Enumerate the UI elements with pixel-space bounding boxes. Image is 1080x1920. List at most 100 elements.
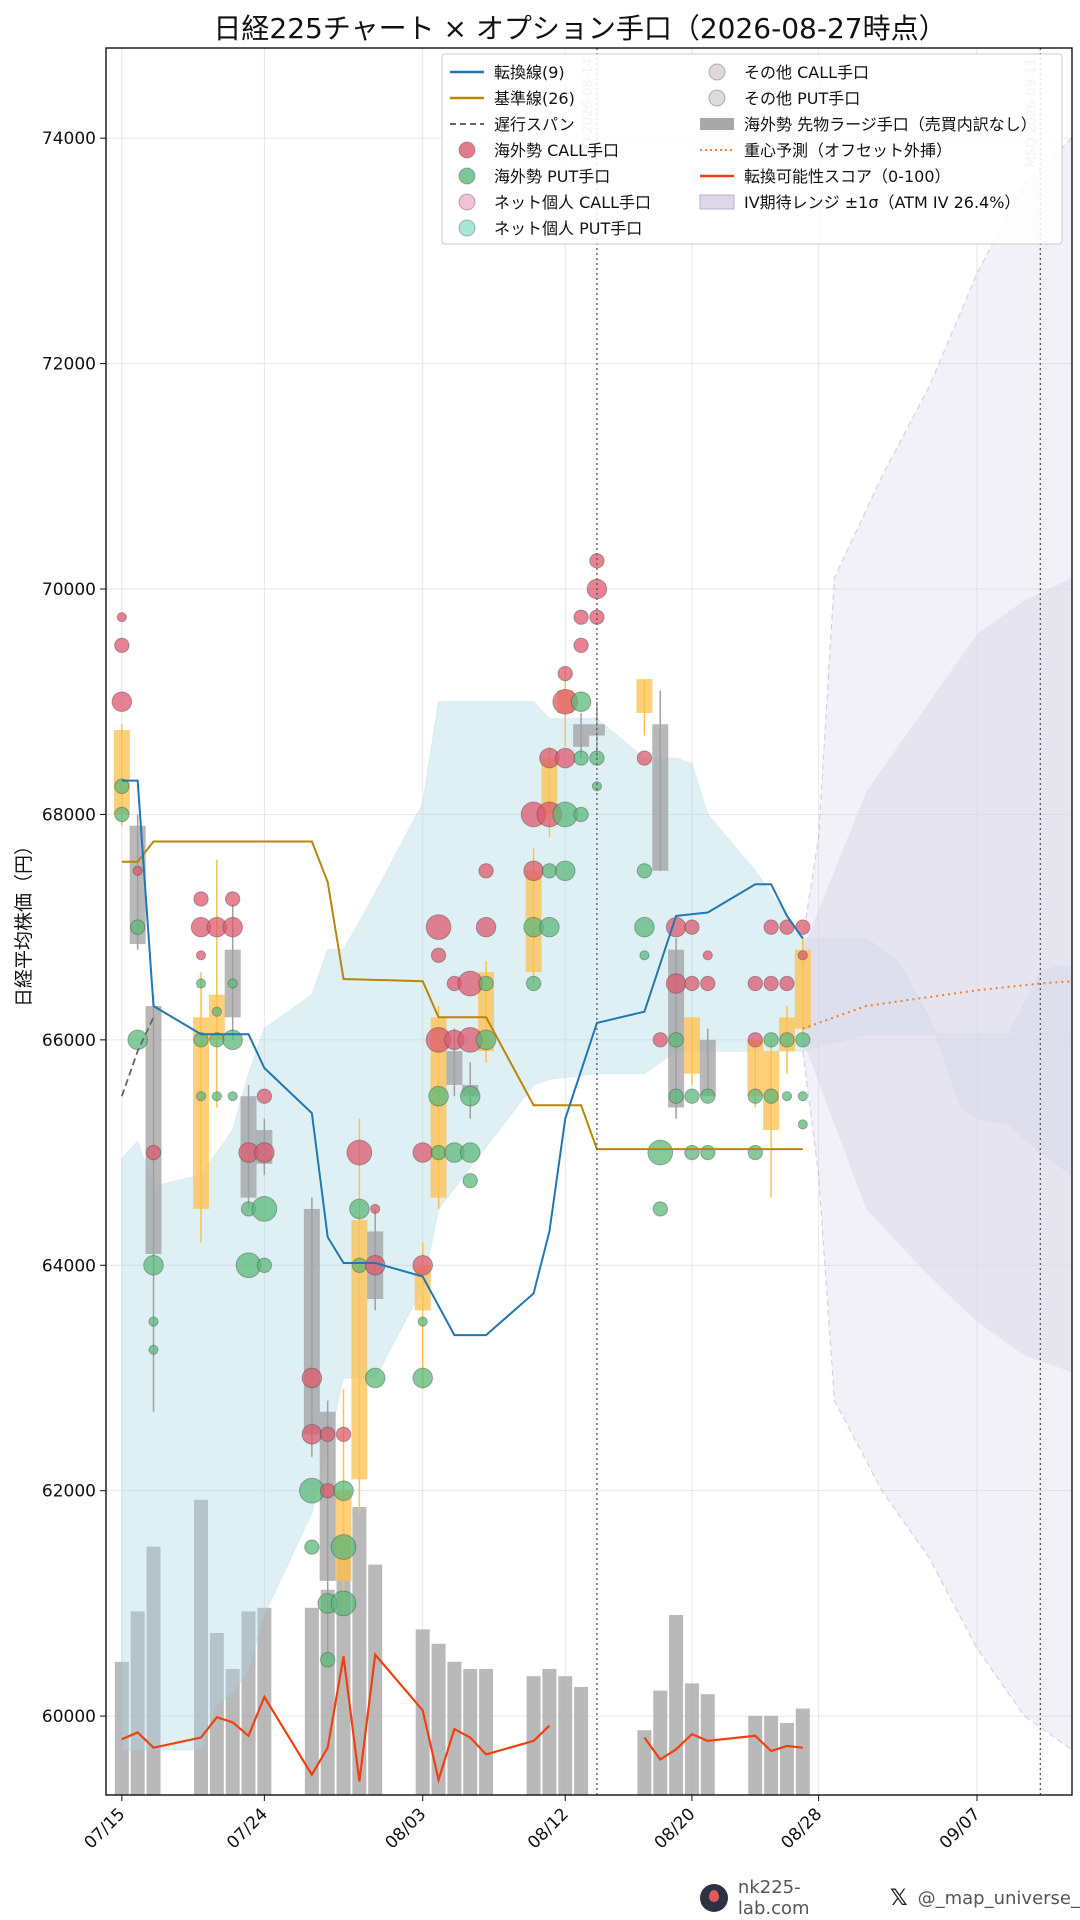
iv-band-inner [802, 577, 1072, 1373]
option-trade-put [459, 1142, 481, 1163]
option-trade-put [143, 1254, 164, 1276]
option-trade-call [114, 637, 130, 654]
candle-body [208, 994, 225, 1040]
legend-label: 転換線(9) [494, 63, 565, 82]
legend-label: 重心予測（オフセット外挿） [744, 141, 952, 160]
legend-swatch [708, 63, 726, 81]
option-trade-put [462, 1173, 478, 1189]
option-trade-put [428, 1085, 449, 1107]
candle-body [652, 724, 669, 871]
volume-bar [526, 1676, 541, 1795]
option-trade-put [668, 1032, 684, 1048]
option-trade-put [193, 1032, 209, 1048]
legend-entry: ネット個人 CALL手口 [458, 193, 651, 212]
option-trade-call [747, 1032, 763, 1048]
y-tick-label: 66000 [42, 1031, 96, 1051]
option-trade-call [702, 950, 713, 961]
volume-bar [209, 1633, 224, 1795]
option-trade-put [684, 1088, 700, 1104]
option-trade-put [795, 1032, 811, 1048]
volume-bar [241, 1611, 256, 1795]
volume-bar [352, 1507, 367, 1795]
option-trade-put [195, 978, 207, 989]
option-trade-put [639, 950, 650, 961]
option-trade-put [148, 1344, 159, 1355]
option-trade-call [301, 1367, 323, 1389]
option-trade-call [370, 1203, 381, 1215]
footer-site[interactable]: nk225-lab.com [737, 1877, 810, 1919]
option-trade-put [779, 1032, 795, 1048]
volume-bar [574, 1687, 589, 1795]
option-trade-call [573, 609, 589, 625]
option-trade-put [227, 978, 238, 989]
option-trade-put [573, 750, 589, 766]
option-trade-call [195, 950, 207, 961]
legend-swatch [700, 118, 734, 130]
x-tick-label: 08/20 [651, 1804, 700, 1853]
volume-bars [114, 1499, 810, 1795]
legend-label: IV期待レンジ ±1σ（ATM IV 26.4%） [744, 193, 1020, 212]
option-trade-call [779, 975, 795, 992]
option-trade-put [195, 1091, 207, 1102]
option-trade-call [111, 691, 133, 713]
volume-bar [130, 1611, 145, 1795]
legend-entry: 遅行スパン [450, 115, 575, 134]
option-trade-call [425, 914, 452, 941]
candle-body [794, 949, 811, 1029]
volume-bar [225, 1669, 240, 1795]
volume-bar [463, 1669, 478, 1795]
option-trade-call [700, 975, 716, 992]
legend-label: その他 CALL手口 [744, 63, 869, 82]
legend-label: 遅行スパン [494, 115, 575, 134]
site-logo-icon [700, 1884, 728, 1912]
x-tick-label: 08/12 [524, 1804, 573, 1853]
candle-body [699, 1039, 716, 1097]
option-trade-call [665, 973, 687, 994]
volume-bar [146, 1546, 161, 1795]
candle-body [113, 729, 130, 815]
option-trade-call [193, 891, 209, 907]
option-trade-put [412, 1367, 434, 1389]
option-trade-call [412, 1254, 434, 1276]
footer-handle[interactable]: @_map_universe_ [917, 1887, 1080, 1909]
option-trade-call [222, 916, 243, 938]
option-trade-put [333, 1480, 354, 1501]
legend-swatch [708, 89, 726, 107]
option-trade-call [636, 750, 653, 766]
x-tick-label: 07/15 [81, 1804, 130, 1853]
option-trade-put [747, 1144, 763, 1161]
y-axis: 60000 62000 64000 66000 68000 70000 72000 74000… [13, 129, 106, 1727]
legend-entry: 基準線(26) [450, 89, 575, 108]
option-trade-put [364, 1367, 386, 1389]
option-trade-put [127, 1029, 148, 1051]
option-trade-put [652, 1201, 668, 1217]
legend-entry: 転換線(9) [450, 63, 565, 82]
footer: nk225-lab.com 𝕏 @_map_universe_ [700, 1877, 1080, 1919]
kijun-line [121, 840, 803, 1151]
legend-swatch [458, 219, 476, 237]
volume-bar [669, 1615, 684, 1795]
option-trade-put [114, 778, 130, 794]
option-trade-put [475, 1029, 497, 1051]
option-trade-call [763, 919, 779, 935]
option-trade-call [684, 919, 700, 935]
option-trade-call [346, 1139, 373, 1166]
option-trade-put [647, 1139, 674, 1166]
x-tick-label: 07/24 [223, 1804, 272, 1853]
option-trade-call [430, 947, 447, 964]
candle-body [541, 758, 558, 815]
candle-body [193, 1017, 210, 1209]
option-trade-call [589, 553, 605, 569]
option-trade-call [301, 1424, 323, 1445]
option-trade-put [541, 863, 558, 879]
candle-body [747, 1039, 764, 1097]
volume-bar [700, 1694, 715, 1795]
option-trade-call [145, 1144, 162, 1161]
volume-bar [637, 1730, 652, 1795]
legend-swatch [458, 167, 476, 185]
option-trade-put [747, 1088, 763, 1104]
volume-bar [368, 1564, 383, 1795]
option-trade-call [320, 1482, 336, 1499]
option-trade-put [211, 1006, 222, 1017]
y-tick-label: 72000 [42, 355, 96, 375]
